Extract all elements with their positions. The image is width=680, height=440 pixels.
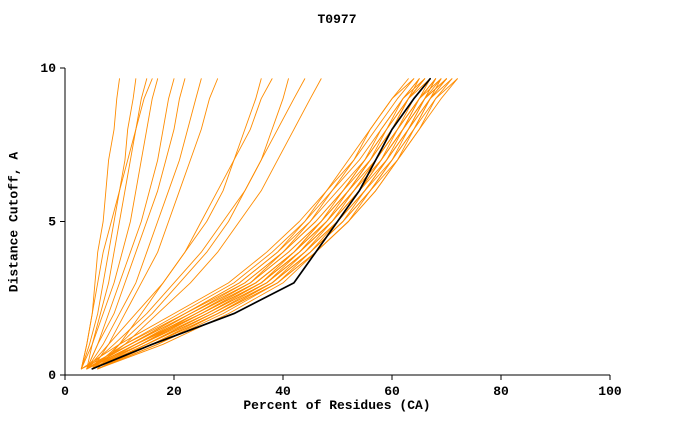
x-tick-label: 80 (493, 384, 509, 399)
x-tick-label: 0 (61, 384, 69, 399)
model-curve (80, 78, 159, 370)
x-tick-label: 100 (598, 384, 622, 399)
model-curve (86, 78, 202, 370)
model-curve (86, 78, 431, 370)
y-tick-label: 0 (48, 368, 56, 383)
model-curve (86, 78, 175, 370)
model-curve (97, 78, 447, 370)
model-curve (91, 78, 453, 370)
model-curve (91, 78, 289, 370)
model-curve (86, 78, 431, 370)
reference-curve (91, 77, 431, 370)
model-curve (97, 78, 437, 370)
x-tick-label: 40 (275, 384, 291, 399)
model-curve (86, 78, 437, 370)
model-curve (86, 78, 415, 370)
model-curve (86, 78, 426, 370)
x-tick-label: 60 (384, 384, 400, 399)
model-curve (91, 78, 219, 370)
model-curve (80, 78, 420, 370)
model-curve (97, 78, 273, 370)
model-curve (91, 78, 431, 370)
model-curve (91, 78, 437, 370)
model-curve (86, 78, 148, 370)
model-curve (86, 78, 306, 370)
model-curve (91, 78, 420, 370)
model-curve (86, 78, 262, 370)
model-curve (86, 78, 186, 370)
model-curve (86, 78, 420, 370)
y-tick-label: 5 (48, 215, 56, 230)
model-curve (97, 78, 447, 370)
model-curve (91, 78, 431, 370)
chart-title: T0977 (317, 12, 357, 27)
model-curve (80, 78, 415, 370)
x-tick-label: 20 (166, 384, 182, 399)
model-curve (80, 78, 137, 370)
model-curve (91, 78, 322, 370)
model-curve (80, 78, 153, 370)
model-curve (97, 78, 442, 370)
y-tick-label: 10 (40, 61, 56, 76)
x-axis-label: Percent of Residues (CA) (243, 398, 431, 413)
